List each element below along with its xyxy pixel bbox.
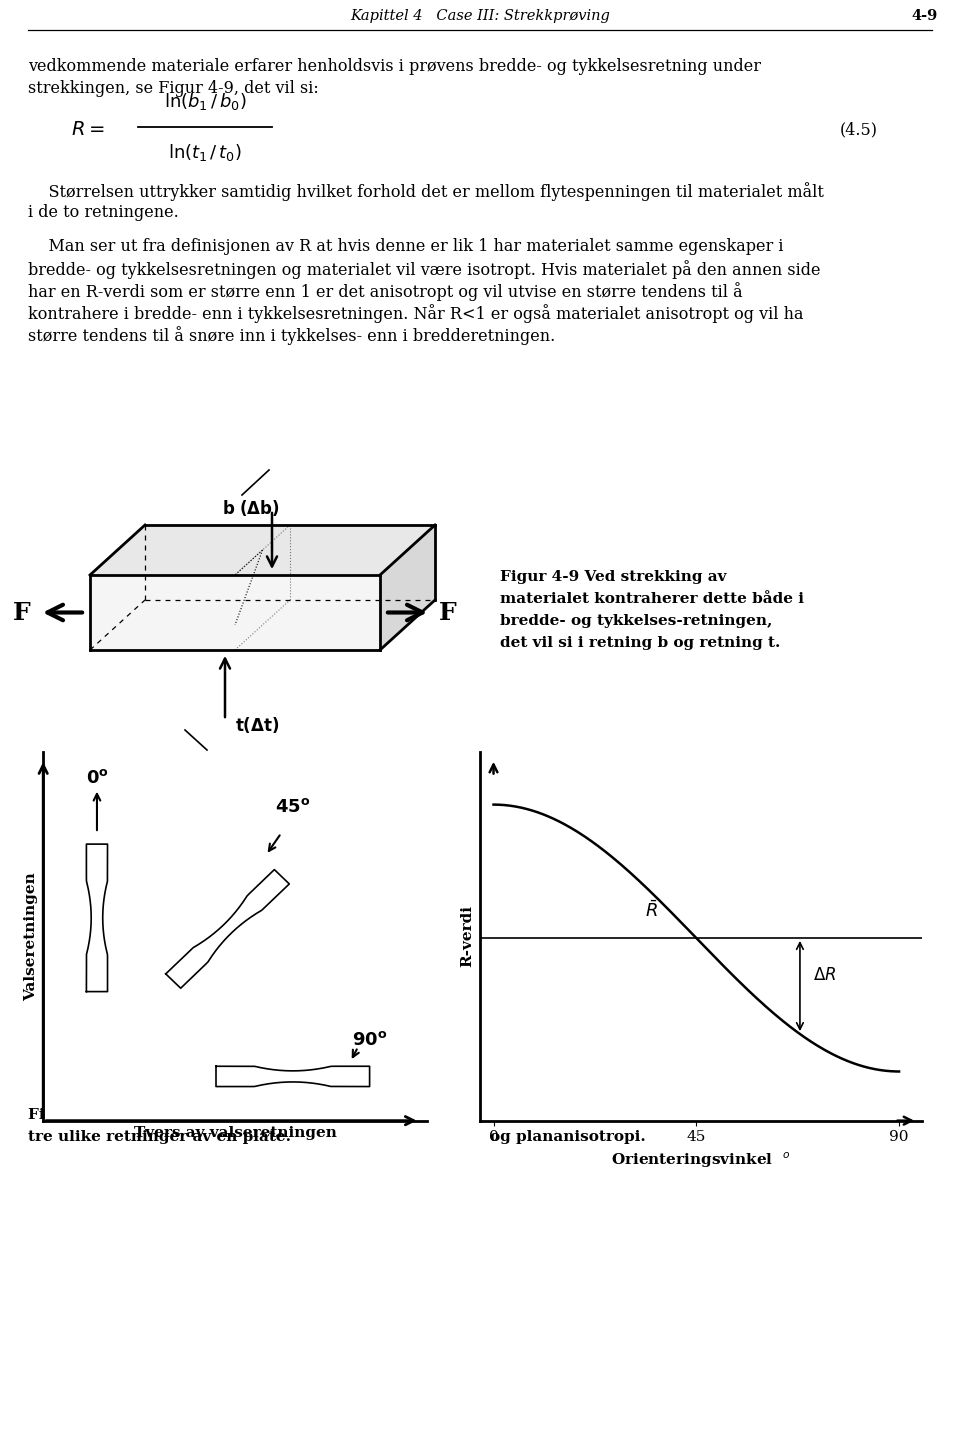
Text: tre ulike retninger av en plate.: tre ulike retninger av en plate. [28,1129,291,1144]
Text: $\mathrm{ln}(b_1\,/\,b_0)$: $\mathrm{ln}(b_1\,/\,b_0)$ [163,91,247,111]
Text: $\Delta R$: $\Delta R$ [813,967,837,983]
Text: Figur 4-9 Ved strekking av: Figur 4-9 Ved strekking av [500,570,727,584]
Text: bredde- og tykkelsesretningen og materialet vil være isotropt. Hvis materialet p: bredde- og tykkelsesretningen og materia… [28,260,821,279]
X-axis label: Tvers av valseretningen: Tvers av valseretningen [133,1126,337,1141]
Text: vedkommende materiale erfarer henholdsvis i prøvens bredde- og tykkelsesretning : vedkommende materiale erfarer henholdsvi… [28,58,761,75]
Text: $\mathbf{b\ (\Delta b)}$: $\mathbf{b\ (\Delta b)}$ [222,497,279,518]
Text: bredde- og tykkelses-retningen,: bredde- og tykkelses-retningen, [500,615,773,628]
Text: materialet kontraherer dette både i: materialet kontraherer dette både i [500,591,804,606]
Polygon shape [380,525,435,651]
Text: $\mathbf{t(\Delta t)}$: $\mathbf{t(\Delta t)}$ [235,714,279,735]
Text: $\mathbf{45^o}$: $\mathbf{45^o}$ [276,798,310,816]
Y-axis label: Valseretningen: Valseretningen [24,872,37,1001]
Text: kontrahere i bredde- enn i tykkelsesretningen. Når R<1 er også materialet anisot: kontrahere i bredde- enn i tykkelsesretn… [28,304,804,322]
Text: F: F [13,600,31,625]
Polygon shape [216,1066,370,1086]
Text: $\mathbf{90^o}$: $\mathbf{90^o}$ [352,1031,387,1048]
Text: Man ser ut fra definisjonen av R at hvis denne er lik 1 har materialet samme ege: Man ser ut fra definisjonen av R at hvis… [28,239,783,254]
Polygon shape [90,525,435,576]
Text: i de to retningene.: i de to retningene. [28,204,179,221]
Text: Figur 4-11 Forklaring av størrelsene normal-: Figur 4-11 Forklaring av størrelsene nor… [490,1108,874,1122]
Text: strekkingen, se Figur 4-9, det vil si:: strekkingen, se Figur 4-9, det vil si: [28,80,319,97]
Text: større tendens til å snøre inn i tykkelses- enn i bredderetningen.: større tendens til å snøre inn i tykkels… [28,325,555,346]
Text: Kapittel 4   Case III: Strekkprøving: Kapittel 4 Case III: Strekkprøving [350,9,610,23]
Polygon shape [166,869,289,988]
X-axis label: Orienteringsvinkel  $^o$: Orienteringsvinkel $^o$ [612,1150,790,1170]
Text: 4-9: 4-9 [912,9,938,23]
Text: Størrelsen uttrykker samtidig hvilket forhold det er mellom flytespenningen til : Størrelsen uttrykker samtidig hvilket fo… [28,182,824,201]
Polygon shape [90,576,380,651]
Polygon shape [86,844,108,992]
Text: $\mathrm{ln}(t_1\,/\,t_0)$: $\mathrm{ln}(t_1\,/\,t_0)$ [168,142,242,163]
Text: det vil si i retning b og retning t.: det vil si i retning b og retning t. [500,636,780,651]
Text: $\bar{R}$: $\bar{R}$ [645,901,658,921]
Y-axis label: R-verdi: R-verdi [461,905,474,967]
Text: har en R-verdi som er større enn 1 er det anisotropt og vil utvise en større ten: har en R-verdi som er større enn 1 er de… [28,282,743,301]
Text: $\mathbf{0^o}$: $\mathbf{0^o}$ [85,769,108,787]
Text: (4.5): (4.5) [840,121,878,139]
Text: og plananisotropi.: og plananisotropi. [490,1129,646,1144]
Text: Figur 4-10 Uttak av strekkprøver fra: Figur 4-10 Uttak av strekkprøver fra [28,1108,340,1122]
Text: F: F [439,600,457,625]
Text: $R = $: $R = $ [71,121,105,139]
